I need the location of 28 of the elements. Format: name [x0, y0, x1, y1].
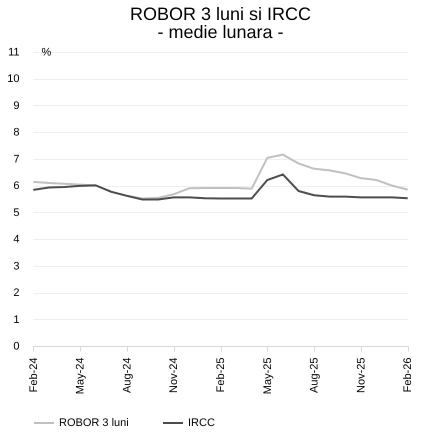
x-tick-label: Nov-24 — [168, 358, 180, 393]
y-tick-label: 3 — [13, 260, 20, 272]
legend-label: IRCC — [188, 417, 215, 429]
y-tick-label: 6 — [13, 180, 20, 192]
y-tick-label: 1 — [13, 314, 20, 326]
y-tick-label: 8 — [13, 126, 20, 139]
x-tick-label: Feb-26 — [402, 358, 414, 392]
y-tick-label: 4 — [13, 234, 20, 246]
chart-subtitle: - medie lunara - — [157, 22, 284, 42]
line-series — [32, 173, 409, 201]
y-tick-label: 5 — [13, 206, 20, 219]
line-series — [32, 154, 409, 200]
x-tick-label: Aug-25 — [308, 358, 321, 393]
y-axis-title: % — [42, 46, 52, 58]
y-tick-label: 7 — [13, 153, 20, 166]
y-tick-label: 10 — [7, 73, 20, 86]
x-tick-label: Feb-25 — [215, 358, 227, 392]
x-tick-label: May-24 — [74, 358, 87, 394]
x-tick-label: Aug-24 — [121, 358, 134, 393]
x-tick-label: Nov-25 — [355, 358, 368, 393]
chart-title: ROBOR 3 luni si IRCC — [130, 4, 312, 24]
x-tick-label: May-25 — [262, 358, 274, 394]
y-tick-label: 0 — [13, 340, 20, 352]
y-tick-label: 9 — [13, 100, 20, 112]
legend-label: ROBOR 3 luni — [59, 417, 129, 429]
y-tick-label: 2 — [13, 287, 20, 300]
x-tick-label: Feb-24 — [28, 358, 40, 392]
y-tick-label: 11 — [8, 46, 20, 58]
